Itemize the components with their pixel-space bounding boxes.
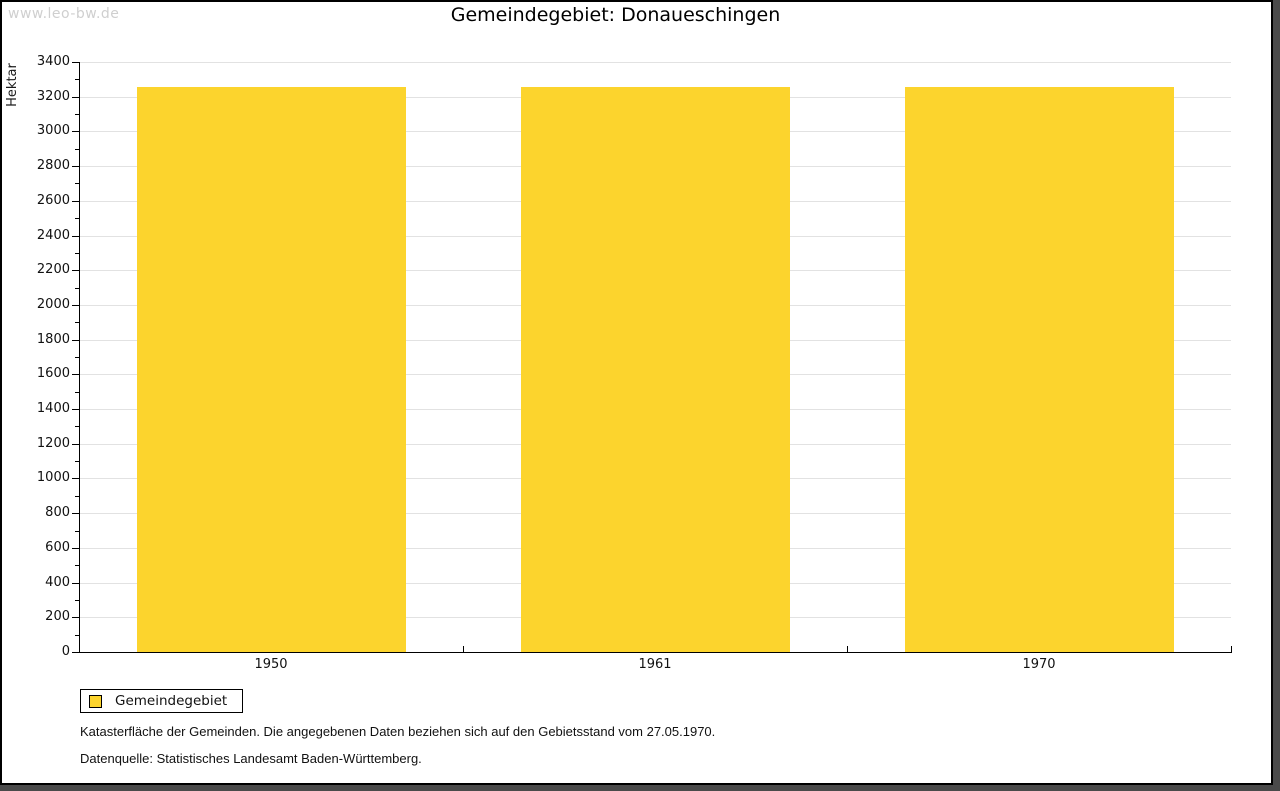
y-minor-tick — [75, 426, 79, 428]
y-tick-label: 1600 — [36, 366, 70, 382]
y-tick-label: 1800 — [36, 331, 70, 347]
y-minor-tick — [75, 634, 79, 636]
y-major-tick — [72, 374, 79, 376]
x-boundary-tick — [1231, 646, 1232, 652]
legend-label: Gemeindegebiet — [115, 693, 228, 709]
y-gridline — [80, 62, 1231, 63]
y-minor-tick — [75, 287, 79, 289]
y-major-tick — [72, 131, 79, 133]
y-major-tick — [72, 582, 79, 584]
y-minor-tick — [75, 183, 79, 185]
y-major-tick — [72, 235, 79, 237]
y-tick-label: 600 — [45, 539, 70, 555]
y-tick-label: 3400 — [36, 54, 70, 69]
x-boundary-tick — [463, 646, 464, 652]
y-minor-tick — [75, 495, 79, 497]
y-tick-label: 200 — [45, 609, 70, 625]
y-tick-label: 1400 — [36, 401, 70, 417]
y-major-tick — [72, 339, 79, 341]
y-minor-tick — [75, 565, 79, 567]
chart-title: Gemeindegebiet: Donaueschingen — [450, 4, 781, 26]
y-tick-label: 1000 — [36, 470, 70, 486]
y-minor-tick — [75, 461, 79, 463]
y-minor-tick — [75, 357, 79, 358]
y-tick-label: 800 — [45, 505, 70, 521]
x-tick-label: 1950 — [254, 657, 288, 672]
y-tick-label: 1200 — [36, 435, 70, 451]
legend: Gemeindegebiet — [80, 689, 244, 713]
y-tick-label: 2000 — [36, 296, 70, 312]
y-tick-label: 0 — [61, 644, 70, 659]
y-tick-label: 3000 — [36, 123, 70, 139]
y-tick-label: 400 — [45, 574, 70, 590]
y-tick-label: 2600 — [36, 192, 70, 208]
y-minor-tick — [75, 148, 79, 150]
x-axis-line — [79, 652, 1232, 653]
y-axis-line — [79, 62, 80, 653]
y-minor-tick — [75, 114, 79, 116]
y-major-tick — [72, 513, 79, 515]
y-tick-label: 3200 — [36, 88, 70, 104]
y-tick-label: 2400 — [36, 227, 70, 243]
watermark: www.leo-bw.de — [8, 6, 120, 22]
y-minor-tick — [75, 599, 79, 601]
y-tick-label: 2200 — [36, 262, 70, 278]
y-major-tick — [72, 617, 79, 619]
y-minor-tick — [75, 79, 79, 81]
y-minor-tick — [75, 252, 79, 254]
y-minor-tick — [75, 218, 79, 220]
y-major-tick — [72, 62, 79, 63]
y-minor-tick — [75, 391, 79, 393]
y-major-tick — [72, 652, 79, 653]
y-major-tick — [72, 166, 79, 168]
y-axis-label: Hektar — [5, 63, 20, 107]
footnote-source-note: Katasterfläche der Gemeinden. Die angege… — [80, 724, 716, 739]
y-tick-label: 2800 — [36, 158, 70, 174]
bar-1970 — [905, 87, 1174, 652]
x-boundary-tick — [847, 646, 848, 652]
y-major-tick — [72, 200, 79, 202]
footnote-data-source: Datenquelle: Statistisches Landesamt Bad… — [80, 751, 422, 766]
y-minor-tick — [75, 322, 79, 324]
y-major-tick — [72, 409, 79, 411]
y-major-tick — [72, 478, 79, 480]
y-major-tick — [72, 443, 79, 445]
y-major-tick — [72, 547, 79, 549]
bar-1961 — [521, 87, 790, 652]
x-tick-label: 1970 — [1022, 657, 1056, 672]
y-major-tick — [72, 96, 79, 98]
bar-1950 — [137, 87, 406, 652]
y-major-tick — [72, 270, 79, 272]
x-tick-label: 1961 — [638, 657, 672, 672]
legend-swatch-icon — [89, 694, 102, 708]
y-minor-tick — [75, 530, 79, 532]
y-major-tick — [72, 304, 79, 306]
